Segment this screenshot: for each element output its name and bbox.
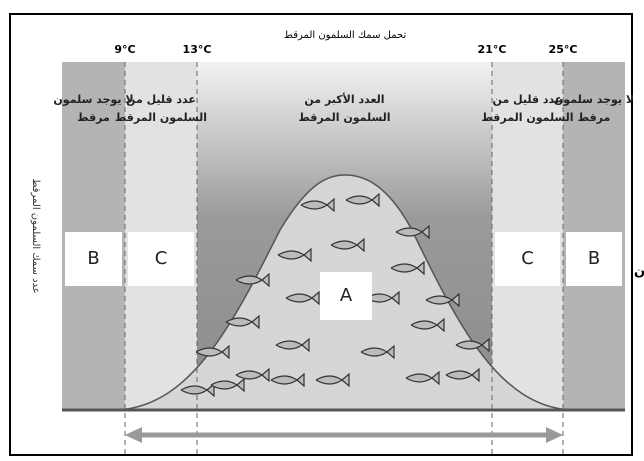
box-label: C: [155, 248, 168, 269]
fish: [285, 290, 320, 306]
box-label: A: [340, 285, 353, 306]
fish: [180, 382, 215, 398]
box: [495, 232, 560, 286]
fish: [425, 292, 460, 308]
box: [65, 232, 122, 286]
fish: [410, 317, 445, 333]
temperature-label: 13°C: [183, 43, 212, 56]
zone-label: عدد قليل من: [493, 93, 563, 106]
fish: [235, 272, 270, 288]
fish-group: [180, 192, 490, 398]
fish: [225, 314, 260, 330]
fish: [195, 344, 230, 360]
temperature-label: 9°C: [114, 43, 135, 56]
zone-label: مرقط: [77, 111, 110, 124]
axis-label: عدد سمك السلمون المرقط: [30, 178, 41, 294]
box: [566, 232, 622, 286]
fish: [455, 337, 490, 353]
zone-label: لا يوجد سلمون: [554, 93, 634, 106]
fish: [445, 367, 480, 383]
box-label: C: [521, 248, 534, 269]
fish: [405, 370, 440, 386]
fish: [330, 237, 365, 253]
temperature-label: 25°C: [549, 43, 578, 56]
zone-label: العدد الأكبر من: [304, 92, 384, 106]
fish: [315, 372, 350, 388]
zone-label: السلمون المرقط: [298, 111, 390, 124]
fish: [210, 377, 245, 393]
zone-label: السلمون المرقط: [481, 111, 573, 124]
fish: [275, 337, 310, 353]
fish: [390, 260, 425, 276]
zone-label: لا يوجد سلمون: [53, 93, 133, 106]
edge-mark: ن: [634, 265, 644, 280]
title: تحمل سمك السلمون المرقط: [284, 30, 407, 41]
zone-label: السلمون المرقط: [115, 111, 207, 124]
box: [320, 272, 372, 320]
temperature-label: 21°C: [478, 43, 507, 56]
zone-label: مرقط: [578, 111, 611, 124]
fish: [300, 197, 335, 213]
fish: [395, 224, 430, 240]
box-label: B: [588, 248, 600, 269]
zone-label: عدد قليل من: [126, 93, 196, 106]
fish: [365, 290, 400, 306]
fish: [360, 344, 395, 360]
fish: [345, 192, 380, 208]
box-label: B: [87, 248, 99, 269]
fish: [277, 247, 312, 263]
fish: [270, 372, 305, 388]
box: [128, 232, 194, 286]
